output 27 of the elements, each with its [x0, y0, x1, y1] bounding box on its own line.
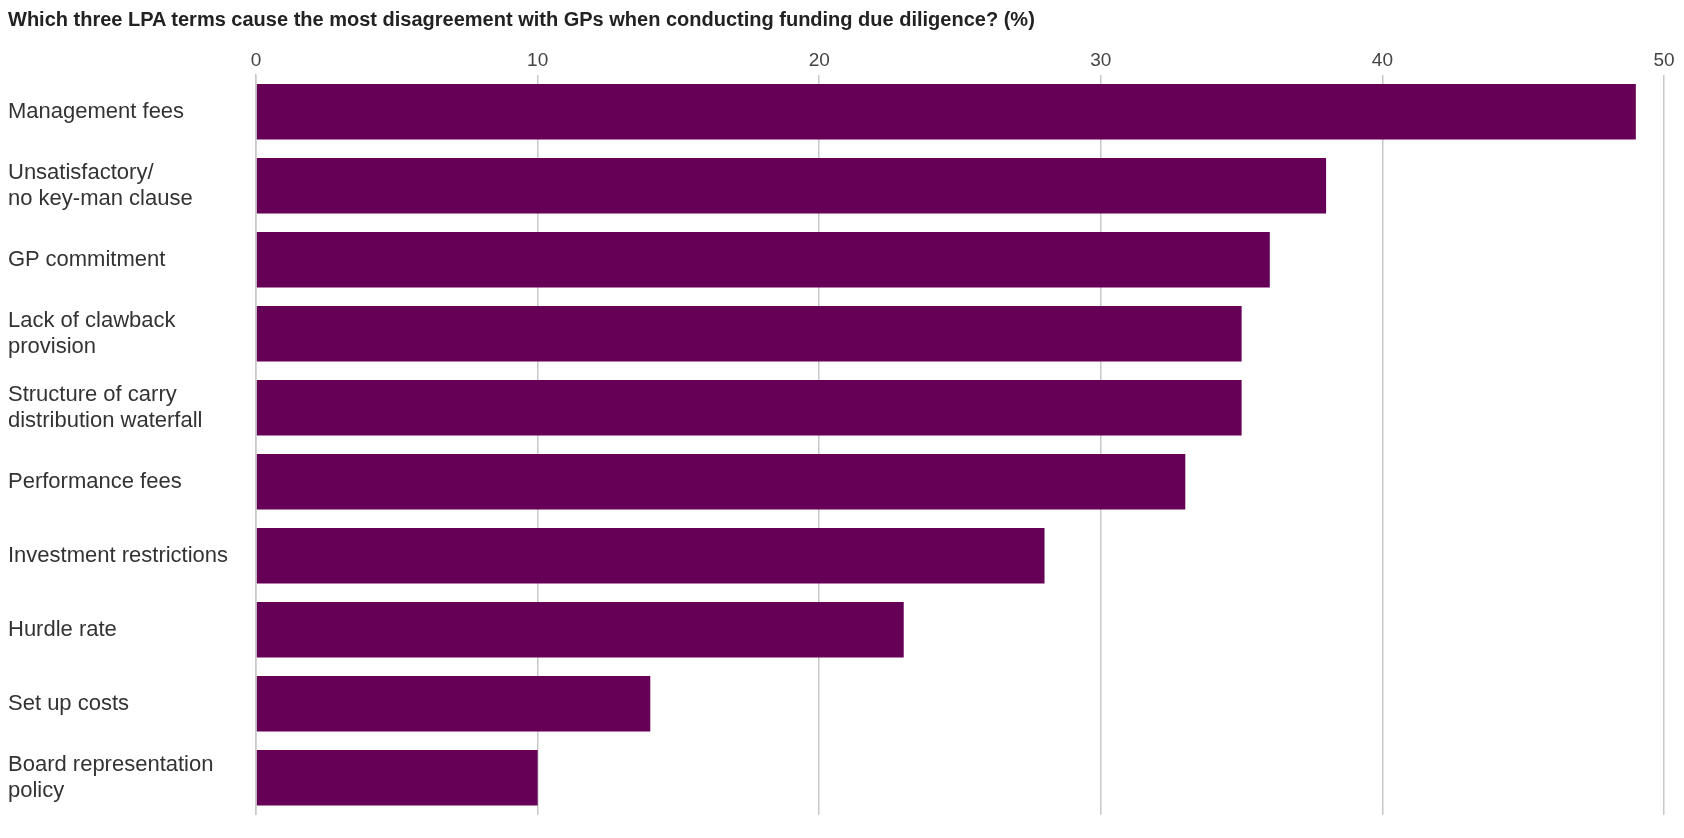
y-tick-label: Set up costs	[8, 689, 130, 715]
y-tick-label: Board representation policy	[8, 750, 214, 803]
y-tick-label: Performance fees	[8, 467, 182, 493]
x-tick-label: 40	[1371, 48, 1393, 70]
y-tick-label: Hurdle rate	[8, 615, 117, 641]
y-tick-label: Lack of clawback provision	[8, 306, 177, 359]
bar	[256, 232, 1270, 288]
bar	[256, 454, 1186, 510]
bar	[256, 602, 904, 658]
bar	[256, 750, 538, 806]
x-tick-label: 0	[250, 48, 262, 70]
y-tick-label: Structure of carry distribution waterfall	[8, 380, 203, 433]
y-tick-label: GP commitment	[8, 245, 166, 271]
chart-title: Which three LPA terms cause the most disagreement with GPs when conducting funding due diligence? (%)	[8, 7, 1035, 30]
bar	[256, 528, 1045, 584]
bar	[256, 306, 1242, 362]
bar	[256, 158, 1327, 214]
y-tick-label: Investment restrictions	[8, 541, 229, 567]
x-tick-label: 50	[1653, 48, 1675, 70]
y-tick-label: Management fees	[8, 97, 185, 123]
x-tick-label: 10	[527, 48, 549, 70]
x-tick-label: 20	[808, 48, 830, 70]
bar	[256, 380, 1242, 436]
bar	[256, 84, 1636, 140]
y-tick-label: Unsatisfactory/ no key-man clause	[8, 158, 193, 211]
bar	[256, 676, 651, 732]
x-tick-label: 30	[1090, 48, 1112, 70]
